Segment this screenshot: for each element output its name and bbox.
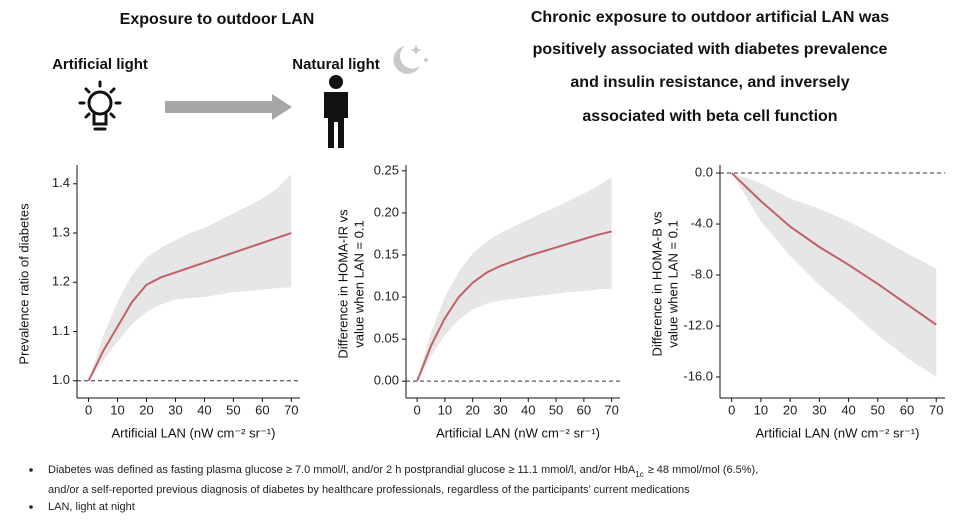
x-tick-label: 20 — [465, 402, 479, 417]
x-tick-label: 0 — [413, 402, 420, 417]
y-tick-label: 0.15 — [374, 246, 399, 261]
artificial-label: Artificial light — [52, 56, 148, 73]
x-tick-label: 40 — [521, 402, 535, 417]
footnote-text: ≥ 48 mmol/mol (6.5%), — [648, 464, 759, 476]
y-tick-label: 0.00 — [374, 373, 399, 388]
footnote: LAN, light at night — [48, 501, 135, 513]
line-series — [416, 230, 612, 382]
x-tick-label: 10 — [438, 402, 452, 417]
x-tick-label: 50 — [549, 402, 563, 417]
y-tick-label: 1.4 — [52, 175, 70, 190]
y-axis-label: Difference in HOMA-IR vs — [335, 209, 350, 359]
confidence-band — [731, 173, 937, 377]
y-tick-label: -12.0 — [683, 317, 713, 332]
summary-line: Chronic exposure to outdoor artificial L… — [531, 9, 889, 26]
x-tick-label: 20 — [783, 402, 797, 417]
footnote-text: and/or a self-reported previous diagnosi… — [48, 484, 690, 496]
x-tick-label: 50 — [226, 402, 240, 417]
summary-line: positively associated with diabetes prev… — [533, 41, 888, 58]
x-tick-label: 30 — [493, 402, 507, 417]
y-tick-label: 1.2 — [52, 274, 70, 289]
footnote-text: Diabetes was defined as fasting plasma g… — [48, 464, 636, 476]
x-tick-label: 30 — [812, 402, 826, 417]
natural-label: Natural light — [292, 56, 380, 73]
x-tick-label: 60 — [900, 402, 914, 417]
x-tick-label: 40 — [197, 402, 211, 417]
confidence-band — [417, 177, 612, 382]
y-tick-label: 0.0 — [695, 164, 713, 179]
x-tick-label: 60 — [255, 402, 269, 417]
y-tick-label: -16.0 — [683, 368, 713, 383]
line-series — [87, 232, 292, 382]
y-axis-label: Prevalence ratio of diabetes — [16, 203, 31, 365]
y-axis-label: value when LAN = 0.1 — [351, 220, 366, 348]
footnote: and/or a self-reported previous diagnosi… — [48, 484, 690, 496]
y-tick-label: 1.3 — [52, 224, 70, 239]
y-tick-label: 0.25 — [374, 162, 399, 177]
x-axis-label: Artificial LAN (nW cm⁻² sr⁻¹) — [756, 425, 920, 440]
x-tick-label: 50 — [871, 402, 885, 417]
x-tick-label: 30 — [168, 402, 182, 417]
arrow — [165, 94, 292, 120]
y-tick-label: 1.1 — [52, 323, 70, 338]
y-axis-label: value when LAN = 0.1 — [665, 220, 680, 348]
footnotes: Diabetes was defined as fasting plasma g… — [29, 464, 758, 513]
person-icon — [324, 75, 348, 148]
y-axis-label: Difference in HOMA-B vs — [649, 211, 664, 356]
footnote: Diabetes was defined as fasting plasma g… — [48, 464, 758, 479]
x-tick-label: 0 — [85, 402, 92, 417]
x-tick-label: 20 — [139, 402, 153, 417]
summary-line: and insulin resistance, and inversely — [570, 74, 849, 91]
x-tick-label: 10 — [754, 402, 768, 417]
left-title: Exposure to outdoor LAN — [120, 11, 315, 28]
subscript: 1c — [635, 470, 643, 479]
y-tick-label: 0.20 — [374, 204, 399, 219]
x-tick-label: 40 — [841, 402, 855, 417]
summary-line: associated with beta cell function — [582, 108, 837, 125]
x-tick-label: 0 — [728, 402, 735, 417]
x-tick-label: 70 — [929, 402, 943, 417]
y-tick-label: 0.05 — [374, 331, 399, 346]
y-tick-label: 1.0 — [52, 372, 70, 387]
y-tick-label: 0.10 — [374, 288, 399, 303]
bullet — [29, 505, 33, 509]
y-tick-label: -8.0 — [691, 266, 713, 281]
x-tick-label: 70 — [284, 402, 298, 417]
confidence-band — [88, 173, 292, 381]
footnote-text: LAN, light at night — [48, 501, 135, 513]
charts: 1.0 1.1 1.2 1.3 1.4 0 10 20 30 40 50 60 70 Artificial… — [16, 162, 945, 440]
x-axis-label: Artificial LAN (nW cm⁻² sr⁻¹) — [112, 425, 276, 440]
y-tick-label: -4.0 — [691, 215, 713, 230]
x-axis-label: Artificial LAN (nW cm⁻² sr⁻¹) — [436, 425, 600, 440]
bulb-icon — [78, 80, 122, 131]
moon-icon — [393, 45, 428, 74]
x-tick-label: 10 — [110, 402, 124, 417]
x-tick-label: 60 — [577, 402, 591, 417]
x-tick-label: 70 — [604, 402, 618, 417]
bullet — [29, 468, 33, 472]
line-series — [730, 172, 937, 326]
